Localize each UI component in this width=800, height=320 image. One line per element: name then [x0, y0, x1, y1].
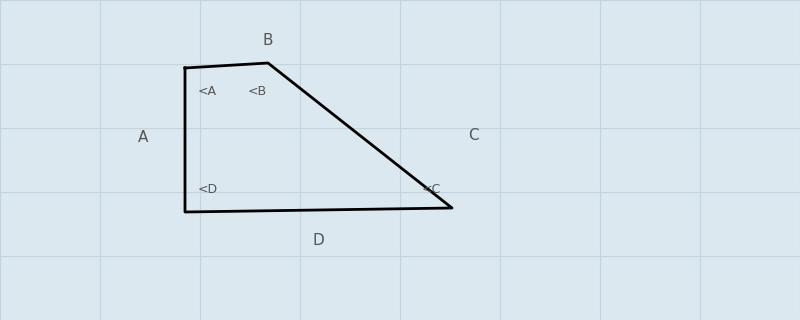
Text: B: B [262, 33, 274, 48]
Text: D: D [312, 233, 324, 248]
Text: <B: <B [248, 85, 267, 98]
Text: A: A [138, 131, 148, 146]
Text: C: C [468, 127, 478, 142]
Text: <C: <C [422, 183, 442, 196]
Text: <D: <D [198, 183, 218, 196]
Text: <A: <A [198, 85, 217, 98]
